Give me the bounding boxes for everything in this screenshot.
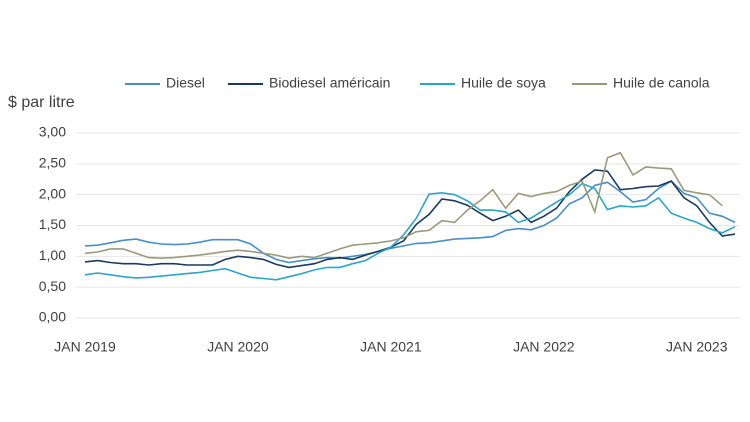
series-line <box>84 182 736 281</box>
y-tick-label: 2,50 <box>39 155 66 171</box>
x-tick-label: JAN 2020 <box>207 339 269 355</box>
series-line <box>84 169 736 269</box>
y-tick-label: 1,00 <box>39 247 66 263</box>
y-tick-label: 1,50 <box>39 216 66 232</box>
x-tick-label: JAN 2023 <box>666 339 728 355</box>
legend-label: Diesel <box>166 75 205 91</box>
y-tick-label: 0,50 <box>39 278 66 294</box>
y-tick-label: 0,00 <box>39 309 66 325</box>
legend-label: Huile de canola <box>613 75 710 91</box>
legend-label: Huile de soya <box>461 75 546 91</box>
legend-label: Biodiesel américain <box>269 75 390 91</box>
x-tick-label: JAN 2021 <box>360 339 422 355</box>
y-axis-label: $ par litre <box>8 94 75 111</box>
y-tick-label: 2,00 <box>39 185 66 201</box>
x-tick-label: JAN 2019 <box>54 339 116 355</box>
series-line <box>84 180 736 264</box>
y-tick-label: 3,00 <box>39 124 66 140</box>
x-tick-label: JAN 2022 <box>513 339 575 355</box>
series-line <box>84 151 723 260</box>
